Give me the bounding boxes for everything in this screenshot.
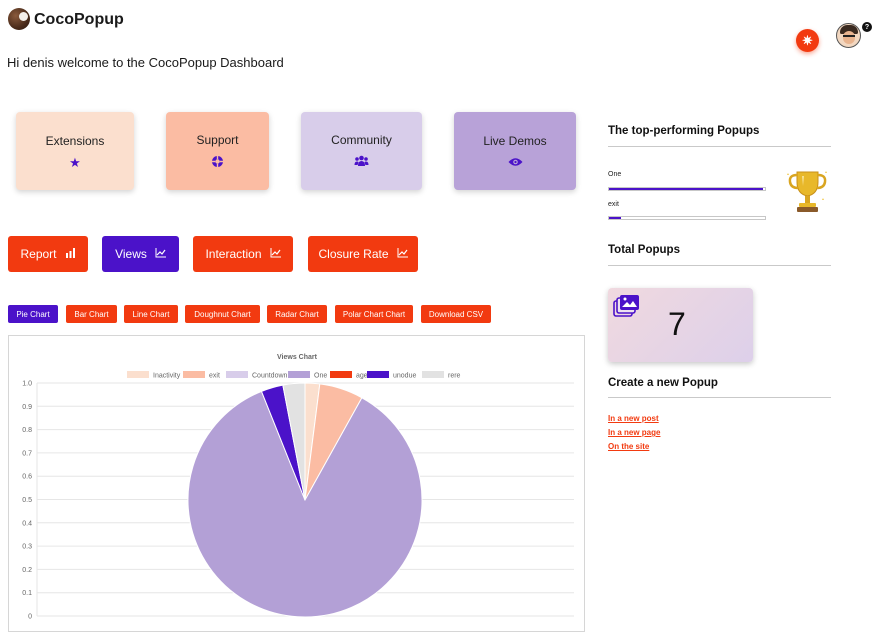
tab-doughnut-chart[interactable]: Doughnut Chart [185, 305, 260, 323]
interaction-button[interactable]: Interaction [193, 236, 293, 272]
y-tick-label: 0.8 [22, 427, 32, 434]
legend-swatch [422, 371, 444, 378]
total-popups-card: 7 [608, 288, 753, 362]
popup-progress-one [608, 187, 766, 191]
views-label: Views [115, 247, 147, 261]
chart-canvas: Views Chart Inactivity exit Countdown One ag… [22, 354, 574, 621]
legend-label: One [314, 373, 327, 380]
link-new-page[interactable]: In a new page [608, 428, 661, 437]
card-label: Extensions [45, 133, 105, 148]
card-label: Support [196, 132, 239, 147]
line-chart-icon [397, 247, 408, 261]
legend-label: Countdown [252, 373, 288, 380]
progress-fill [609, 217, 622, 219]
card-live-demos[interactable]: Live Demos [454, 112, 576, 190]
tab-pie-chart[interactable]: Pie Chart [8, 305, 58, 323]
card-label: Community [331, 133, 392, 147]
users-icon [354, 155, 369, 169]
avatar-glasses [843, 35, 855, 38]
legend-label: rere [448, 373, 461, 380]
legend-swatch [288, 371, 310, 378]
eye-icon [508, 156, 523, 169]
divider [608, 397, 831, 398]
y-tick-label: 0 [28, 614, 32, 621]
chart-title: Views Chart [277, 354, 318, 361]
card-support[interactable]: Support [166, 112, 269, 190]
legend-label: exit [209, 373, 220, 380]
legend-label: Inactivity [153, 373, 181, 380]
bar-chart-icon [65, 247, 76, 261]
divider [608, 265, 831, 266]
pie-slices [187, 382, 423, 618]
top-popups-title: The top-performing Popups [608, 125, 760, 137]
y-tick-label: 0.4 [22, 520, 32, 527]
total-popups-count: 7 [668, 306, 686, 342]
legend-swatch [226, 371, 248, 378]
y-tick-label: 0.3 [22, 544, 32, 551]
views-button[interactable]: Views [102, 236, 179, 272]
y-tick-label: 0.2 [22, 567, 32, 574]
progress-fill [609, 188, 764, 190]
app-title: CocoPopup [34, 11, 124, 28]
tab-bar-chart[interactable]: Bar Chart [66, 305, 117, 323]
divider [608, 146, 831, 147]
coconut-logo-icon [8, 8, 30, 30]
y-tick-label: 0.1 [22, 590, 32, 597]
pie-slice-one [187, 390, 423, 618]
legend-swatch [127, 371, 149, 378]
interaction-label: Interaction [205, 247, 262, 261]
y-tick-label: 0.7 [22, 450, 32, 457]
avatar-hair [840, 25, 858, 34]
legend-swatch [183, 371, 205, 378]
legend-swatch [367, 371, 389, 378]
star-icon: ★ [69, 154, 81, 170]
report-label: Report [20, 247, 57, 261]
legend-swatch [330, 371, 352, 378]
pie-slice-rere [282, 382, 306, 501]
link-on-site[interactable]: On the site [608, 442, 650, 451]
trophy-icon [787, 171, 827, 212]
closure-rate-button[interactable]: Closure Rate [308, 236, 418, 272]
life-ring-icon [211, 155, 224, 170]
link-new-post[interactable]: In a new post [608, 414, 659, 423]
views-chart: Views Chart Inactivity exit Countdown One ag… [8, 335, 585, 632]
chart-legend: Inactivity exit Countdown One age unodue rere [127, 371, 461, 380]
card-extensions[interactable]: Extensions ★ [16, 112, 134, 190]
tab-radar-chart[interactable]: Radar Chart [267, 305, 327, 323]
legend-label: age [356, 373, 368, 380]
closure-rate-label: Closure Rate [318, 247, 389, 261]
gallery-icon [613, 295, 639, 317]
create-popup-title: Create a new Popup [608, 377, 718, 389]
popup-progress-exit [608, 216, 766, 220]
sun-icon[interactable]: ✷ [796, 29, 819, 52]
card-label: Live Demos [483, 133, 547, 148]
avatar-face [843, 31, 855, 44]
y-tick-label: 0.9 [22, 404, 32, 411]
popup-name-one: One [608, 171, 622, 178]
welcome-message: Hi denis welcome to the CocoPopup Dashbo… [7, 55, 284, 70]
line-chart-icon [270, 247, 281, 261]
help-icon[interactable]: ? [862, 22, 872, 32]
tab-polar-chart[interactable]: Polar Chart Chart [335, 305, 413, 323]
legend-label: unodue [393, 373, 416, 380]
download-csv-button[interactable]: Download CSV [421, 305, 491, 323]
total-popups-title: Total Popups [608, 244, 680, 256]
y-tick-label: 0.6 [22, 474, 32, 481]
popup-name-exit: exit [608, 201, 619, 208]
y-tick-label: 0.5 [22, 497, 32, 504]
tab-line-chart[interactable]: Line Chart [124, 305, 178, 323]
report-button[interactable]: Report [8, 236, 88, 272]
line-chart-icon [155, 247, 166, 261]
y-tick-label: 1.0 [22, 381, 32, 388]
avatar[interactable] [836, 23, 861, 48]
card-community[interactable]: Community [301, 112, 422, 190]
